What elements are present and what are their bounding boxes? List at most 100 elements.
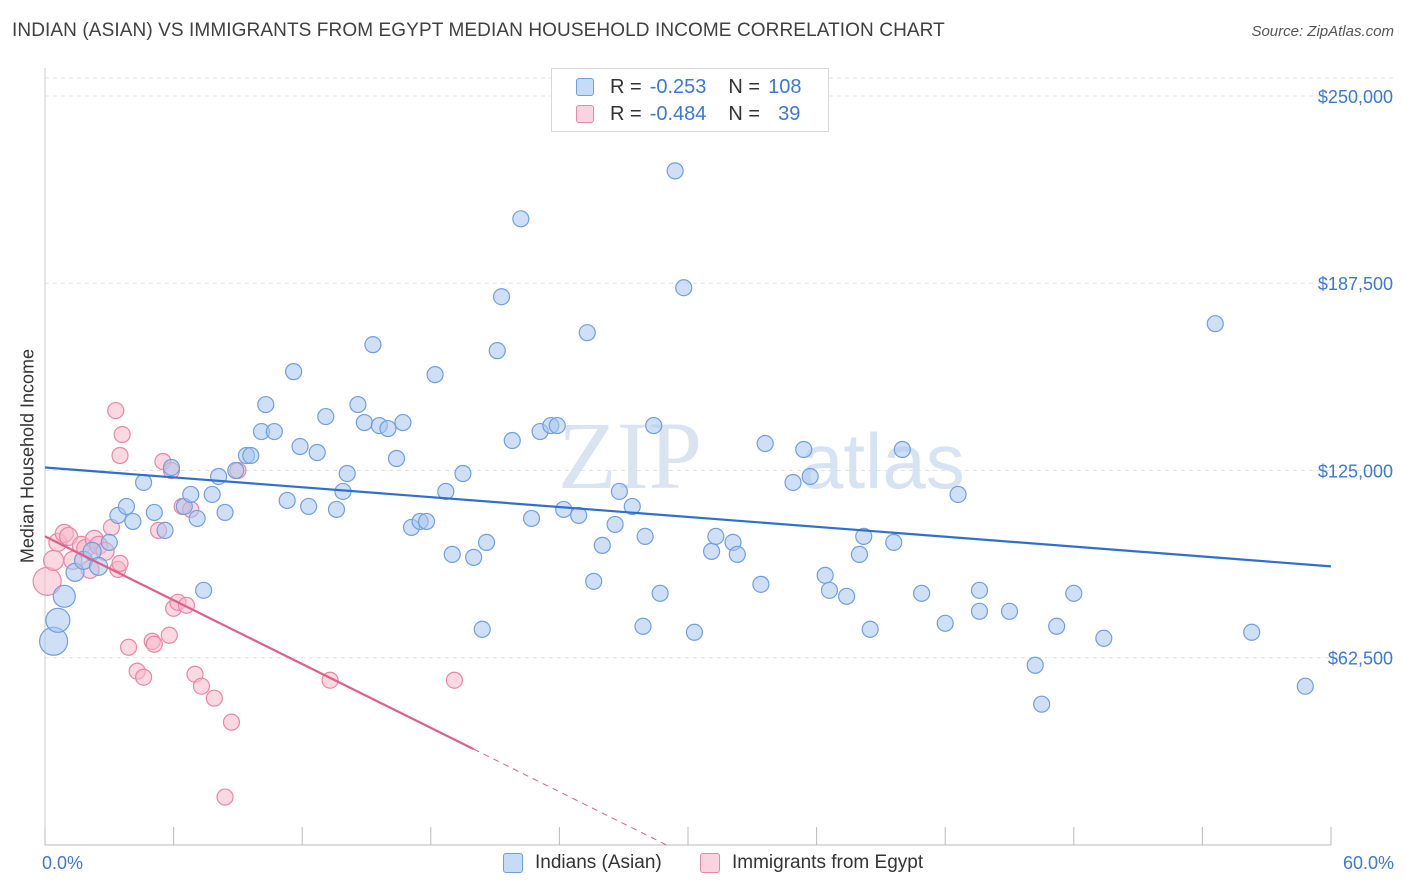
data-point: [1000, 602, 1019, 620]
data-point: [1296, 677, 1314, 695]
data-point: [970, 581, 989, 599]
bottom-legend-label: Indians (Asian): [535, 852, 662, 873]
data-point: [222, 713, 241, 731]
data-point: [970, 602, 989, 620]
data-point: [756, 434, 774, 453]
trend-lines: [44, 466, 1332, 846]
data-point: [728, 545, 746, 563]
chart-title: INDIAN (ASIAN) VS IMMIGRANTS FROM EGYPT …: [12, 20, 945, 41]
data-point: [634, 617, 652, 635]
legend-row-indian: R = -0.253 N = 108: [576, 75, 801, 99]
data-point: [1065, 584, 1083, 602]
y-axis-label: Median Household Income: [17, 348, 38, 564]
data-point: [610, 482, 629, 501]
data-point: [936, 614, 954, 632]
data-point: [473, 620, 491, 638]
data-point: [702, 542, 721, 560]
data-point: [578, 324, 596, 342]
y-tick-label: $250,000: [1318, 87, 1393, 107]
data-point: [107, 401, 125, 420]
data-point: [111, 446, 129, 465]
y-tick-label: $62,500: [1328, 649, 1393, 669]
data-point: [861, 620, 879, 638]
data-point: [195, 581, 213, 599]
data-point: [145, 503, 163, 522]
data-point: [893, 440, 911, 459]
data-point: [134, 668, 153, 686]
legend-n-value: 108: [768, 75, 802, 98]
data-point: [205, 689, 223, 707]
data-point: [488, 342, 506, 360]
data-point: [308, 443, 326, 462]
data-point: [477, 533, 496, 551]
data-point: [160, 626, 178, 644]
data-point: [492, 288, 511, 306]
bottom-legend-egypt: Immigrants from Egypt: [700, 852, 923, 874]
data-point: [317, 407, 335, 426]
legend-r-label: R =: [610, 102, 642, 125]
data-point: [838, 587, 856, 605]
data-point: [300, 497, 318, 516]
data-point: [119, 638, 138, 656]
bottom-legend-swatch-blue: [503, 853, 523, 873]
legend-box: R = -0.253 N = 108 R = -0.484 N = 39: [551, 68, 829, 132]
data-point: [379, 419, 397, 438]
bottom-legend-swatch-pink: [700, 853, 720, 873]
data-point: [1033, 695, 1051, 713]
data-point: [636, 527, 654, 546]
legend-swatch-pink: [576, 105, 594, 123]
data-point: [355, 413, 373, 432]
data-point: [113, 425, 131, 444]
data-point: [651, 584, 669, 602]
legend-swatch-blue: [576, 78, 594, 96]
data-point: [216, 788, 234, 806]
data-point: [850, 545, 869, 563]
legend-n-label: N =: [728, 102, 761, 125]
data-point: [585, 572, 603, 590]
y-tick-label: $187,500: [1318, 274, 1393, 294]
legend-row-egypt: R = -0.484 N = 39: [576, 102, 800, 126]
data-point: [349, 395, 367, 414]
data-point: [52, 584, 76, 608]
data-point: [685, 623, 704, 641]
data-point: [291, 437, 309, 456]
data-point: [1048, 617, 1066, 635]
data-point: [512, 210, 530, 228]
data-point: [227, 461, 245, 480]
data-point: [111, 554, 129, 572]
data-point: [394, 413, 412, 432]
bottom-legend-indian: Indians (Asian): [503, 852, 662, 874]
data-point: [162, 458, 181, 477]
data-point: [801, 467, 819, 486]
watermark-atlas: atlas: [800, 417, 965, 505]
data-point: [752, 575, 770, 593]
data-point: [45, 607, 71, 633]
data-point: [257, 395, 275, 414]
data-point: [338, 464, 356, 483]
data-point: [177, 596, 196, 614]
trend-line: [44, 466, 1332, 568]
data-point: [675, 279, 693, 297]
legend-r-label: R =: [610, 75, 642, 98]
data-point: [443, 545, 461, 563]
data-point: [188, 509, 206, 528]
data-point: [593, 536, 611, 554]
legend-r-value: -0.253: [649, 75, 707, 98]
data-point: [795, 440, 813, 459]
data-point: [117, 497, 136, 516]
data-point: [285, 363, 303, 381]
data-point: [784, 473, 802, 492]
data-point: [216, 503, 234, 522]
bottom-legend-label: Immigrants from Egypt: [732, 852, 924, 873]
data-point: [885, 533, 903, 551]
data-point: [364, 336, 382, 354]
data-point: [192, 677, 211, 695]
data-point: [913, 584, 931, 602]
data-point: [555, 500, 573, 519]
x-axis-max-label: 60.0%: [1342, 853, 1394, 873]
data-point: [387, 449, 406, 468]
data-point: [100, 533, 118, 551]
legend-r-value: -0.484: [649, 102, 707, 125]
data-point: [548, 416, 566, 435]
